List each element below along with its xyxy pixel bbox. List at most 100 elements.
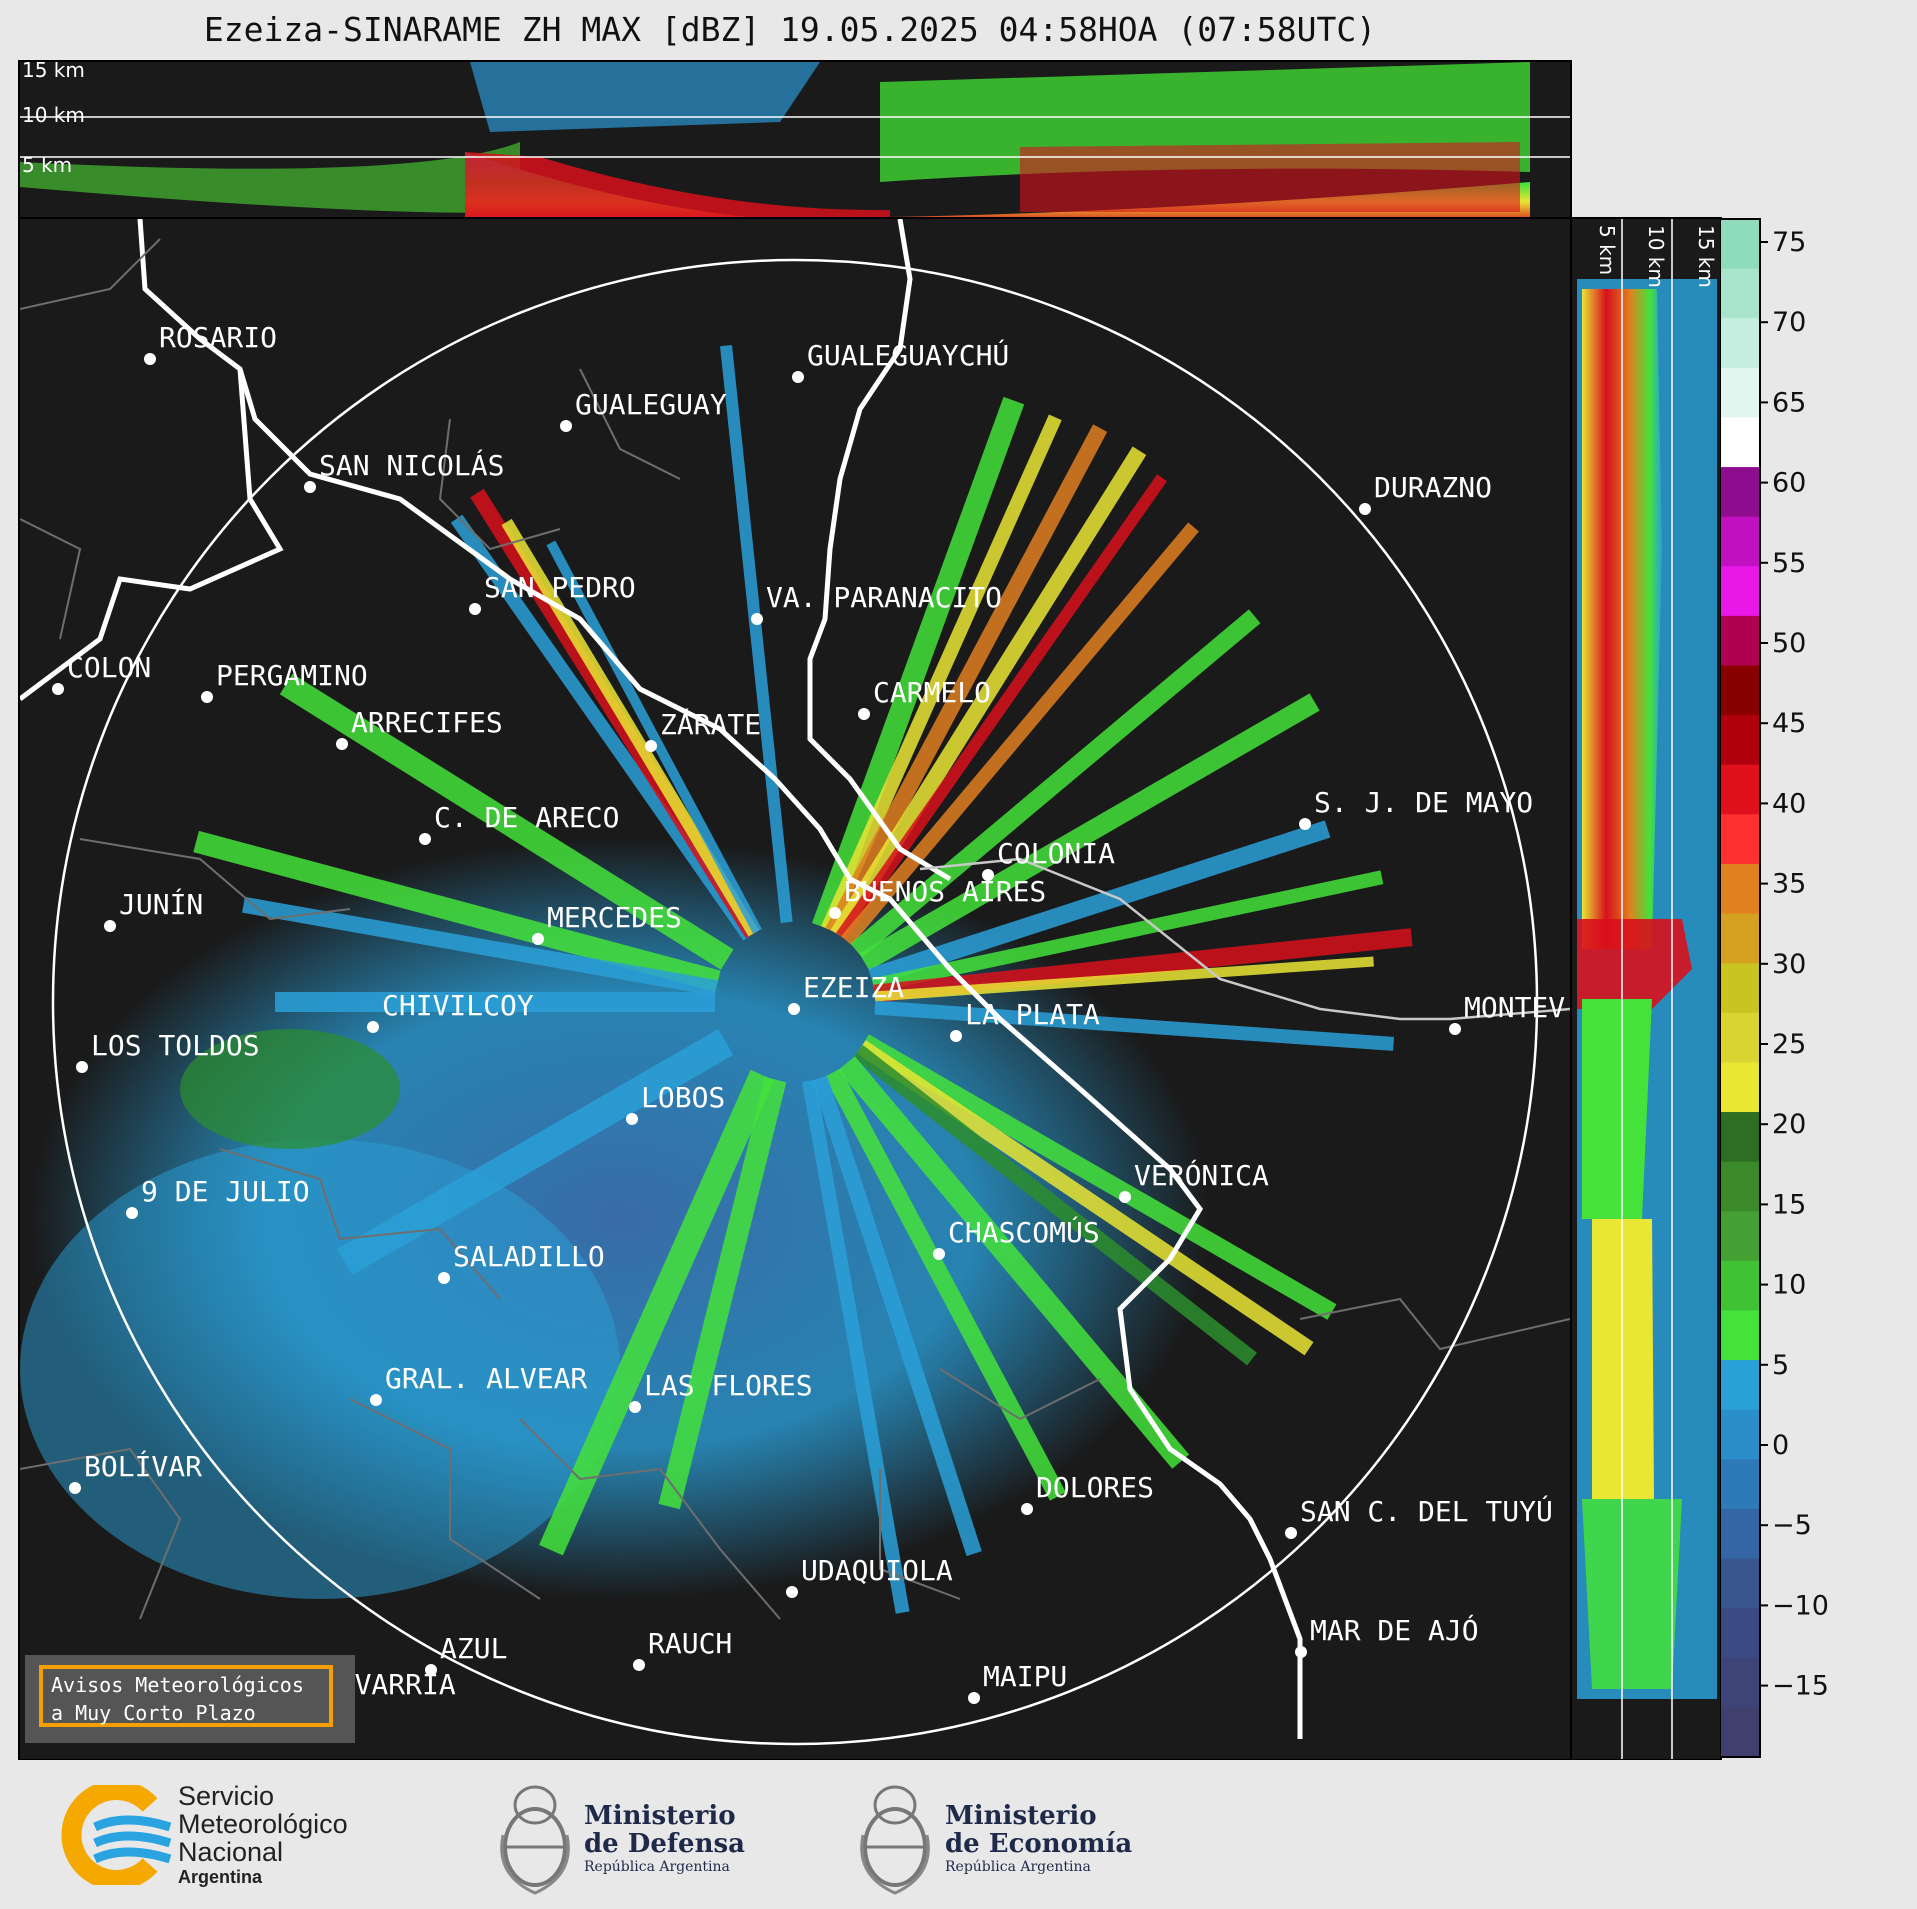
city-marker[interactable]: BUENOS AIRES [829,875,1046,919]
city-marker[interactable]: LOS TOLDOS [76,1029,260,1073]
city-label: GUALEGUAY [575,388,727,421]
city-label: RAUCH [648,1627,732,1660]
colorbar-tick-label: 45 [1772,708,1806,739]
city-label: ROSARIO [159,321,277,354]
city-marker[interactable]: ROSARIO [144,321,277,365]
city-marker[interactable]: CHIVILCOY [367,989,534,1033]
city-label: PERGAMINO [216,659,368,692]
city-dot [1295,1646,1307,1658]
city-dot [76,1061,88,1073]
city-marker[interactable]: CARMELO [858,676,991,720]
colorbar-step [1720,516,1760,568]
city-label: LA PLATA [965,998,1100,1031]
city-markers: ROSARIO GUALEGUAYCHÚ GUALEGUAY SAN NICOLÁS D… [52,321,1565,1712]
city-dot [1285,1527,1297,1539]
city-marker[interactable]: SAN PEDRO [469,571,636,615]
admin-borders [20,238,1570,1620]
city-dot [1021,1503,1033,1515]
city-marker[interactable]: GUALEGUAY [560,388,727,432]
city-marker[interactable]: S. J. DE MAYO [1299,786,1533,830]
city-dot [52,683,64,695]
city-label: S. J. DE MAYO [1314,786,1533,819]
colorbar-step [1720,1062,1760,1114]
city-marker[interactable]: VERÓNICA [1119,1158,1269,1203]
level-label: 5 km [22,153,72,177]
city-marker[interactable]: DURAZNO [1359,471,1492,515]
colorbar-step [1720,417,1760,469]
city-dot [425,1664,437,1676]
city-marker[interactable]: PERGAMINO [201,659,368,703]
colorbar-step [1720,615,1760,667]
colorbar-step [1720,1409,1760,1461]
colorbar-tick-label: 75 [1772,227,1806,258]
city-marker[interactable]: 9 DE JULIO [126,1175,310,1219]
radar-ray [859,693,1320,971]
city-label: CARMELO [873,676,991,709]
colorbar-tick-label: 50 [1772,628,1806,659]
uruguay-border [919,857,1570,1021]
colorbar-tick-label: 35 [1772,869,1806,900]
city-marker[interactable]: LOBOS [626,1081,725,1125]
smn-name-1: Servicio [178,1781,275,1811]
city-marker[interactable]: JUNÍN [104,887,203,932]
city-dot [626,1113,638,1125]
radar-map[interactable]: ROSARIO GUALEGUAYCHÚ GUALEGUAY SAN NICOLÁS D… [20,219,1570,1759]
radar-ray [859,1034,1337,1320]
city-marker[interactable]: MERCEDES [532,901,682,945]
city-marker[interactable]: UDAQUIOLA [786,1554,953,1598]
city-marker[interactable]: MAR DE AJÓ [1295,1613,1479,1658]
city-marker[interactable]: ARRECIFES [336,706,503,750]
city-marker[interactable]: VA. PARANACITO [751,581,1002,625]
city-marker[interactable]: RAUCH [633,1627,732,1671]
city-label: LAS FLORES [644,1369,813,1402]
city-label: LOBOS [641,1081,725,1114]
city-marker[interactable]: ZÁRATE [645,707,761,752]
city-label: CHIVILCOY [382,989,534,1022]
city-marker[interactable]: GRAL. ALVEAR [370,1362,587,1406]
colorbar-step [1720,318,1760,369]
radar-ray [830,446,1147,939]
footer: Servicio Meteorológico Nacional Argentin… [0,1760,1917,1909]
city-marker[interactable]: MONTEV [1449,991,1565,1035]
radar-ray [279,673,734,970]
smn-logo-icon [61,1785,172,1885]
city-dot [126,1207,138,1219]
city-label: VERÓNICA [1134,1158,1269,1192]
colorbar-step [1720,1707,1760,1758]
city-dot [633,1659,645,1671]
level-label: 15 km [1694,225,1718,288]
city-dot [336,738,348,750]
radar-ray [501,518,759,937]
level-label: 5 km [1595,225,1619,275]
city-marker[interactable]: COLONIA [982,837,1115,881]
city-marker[interactable]: GUALEGUAYCHÚ [792,338,1009,383]
radar-ray [874,1000,1395,1051]
city-marker[interactable]: DOLORES [1021,1471,1154,1515]
level-label: 15 km [22,62,85,82]
city-marker[interactable]: SALADILLO [438,1240,605,1284]
colorbar-step [1720,1459,1760,1510]
city-marker[interactable]: SAN NICOLÁS [304,448,504,493]
colorbar-step [1720,814,1760,865]
city-marker[interactable]: LAS FLORES [629,1369,813,1413]
radar-ray [837,1056,1190,1469]
city-dot [792,371,804,383]
city-marker[interactable]: CHASCOMÚS [933,1215,1100,1260]
colorbar-tick-label: 10 [1772,1270,1806,1301]
warning-box[interactable]: Avisos Meteorológicos a Muy Corto Plazo [25,1655,355,1743]
defensa-line-1: Ministerio [584,1801,736,1831]
city-marker[interactable]: SAN C. DEL TUYÚ [1285,1494,1553,1539]
city-marker[interactable]: MAIPU [968,1660,1067,1704]
echo-cell [180,1029,400,1149]
city-marker[interactable]: COLON [52,651,151,695]
city-dot [1119,1191,1131,1203]
city-marker[interactable]: AZUL [425,1632,507,1676]
city-marker[interactable]: EZEIZA [788,971,904,1015]
colorbar-step [1720,367,1760,419]
city-marker[interactable]: BOLÍVAR [69,1449,202,1494]
city-marker[interactable]: LA PLATA [950,998,1100,1042]
colorbar-tick-label: 60 [1772,468,1806,499]
colorbar-tick-label: 25 [1772,1029,1806,1060]
radar-ray [720,344,793,924]
city-marker[interactable]: C. DE ARECO [419,801,619,845]
